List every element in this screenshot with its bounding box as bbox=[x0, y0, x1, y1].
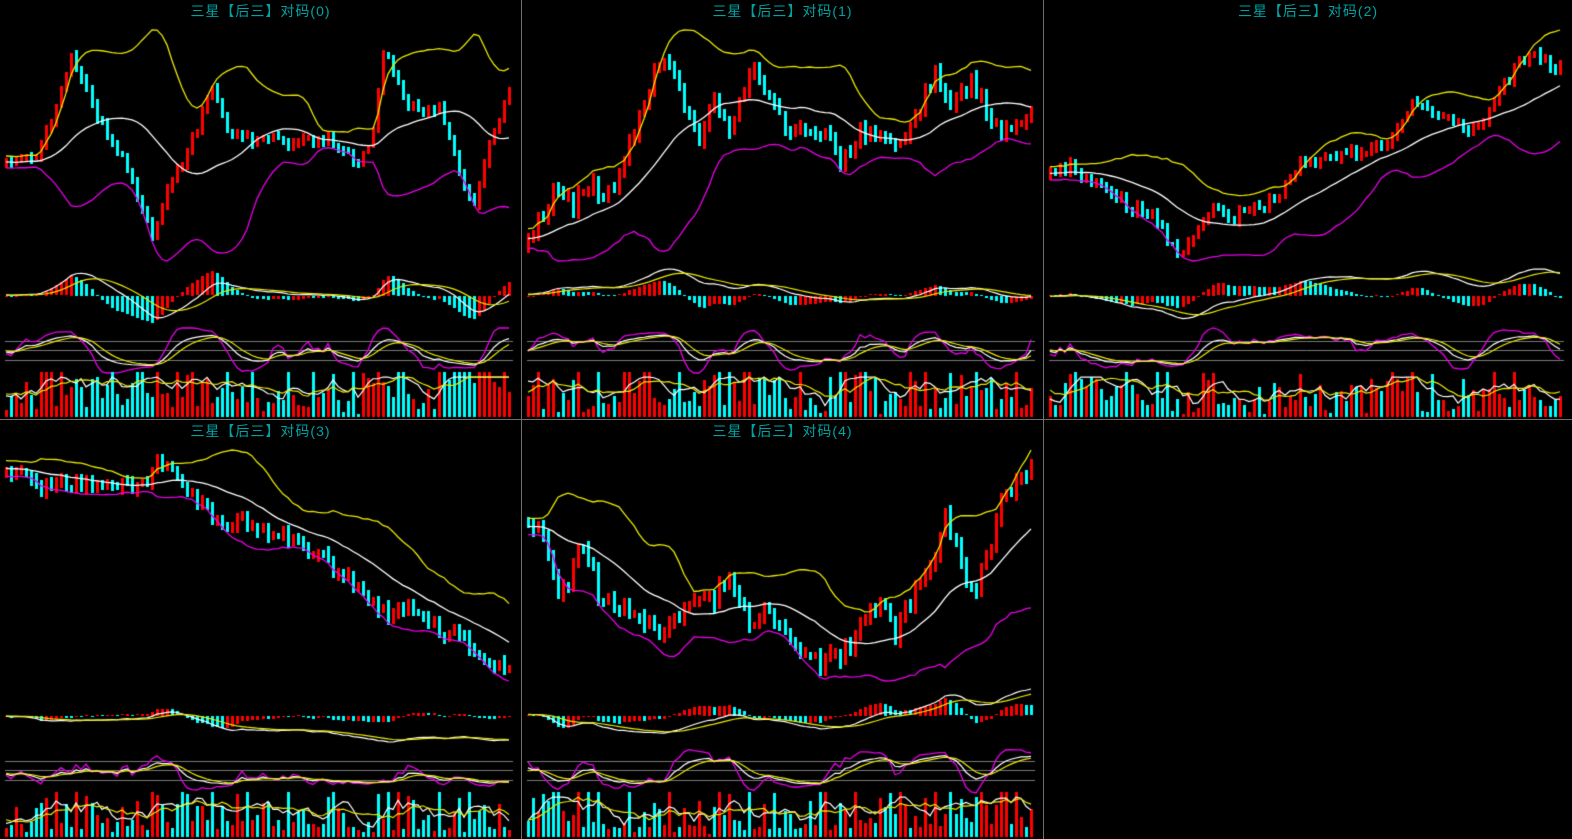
candlestick-chart-canvas[interactable] bbox=[0, 0, 521, 419]
candlestick-chart-canvas[interactable] bbox=[522, 420, 1043, 839]
candlestick-chart-canvas[interactable] bbox=[1044, 0, 1572, 419]
chart-panel-3: 三星【后三】对码(3) bbox=[0, 420, 521, 839]
chart-panel-4: 三星【后三】对码(4) bbox=[522, 420, 1043, 839]
chart-panel-2: 三星【后三】对码(2) bbox=[1044, 0, 1572, 419]
candlestick-chart-canvas[interactable] bbox=[522, 0, 1043, 419]
chart-panel-1: 三星【后三】对码(1) bbox=[522, 0, 1043, 419]
empty-panel bbox=[1044, 420, 1572, 839]
candlestick-chart-canvas[interactable] bbox=[0, 420, 521, 839]
chart-panel-0: 三星【后三】对码(0) bbox=[0, 0, 521, 419]
